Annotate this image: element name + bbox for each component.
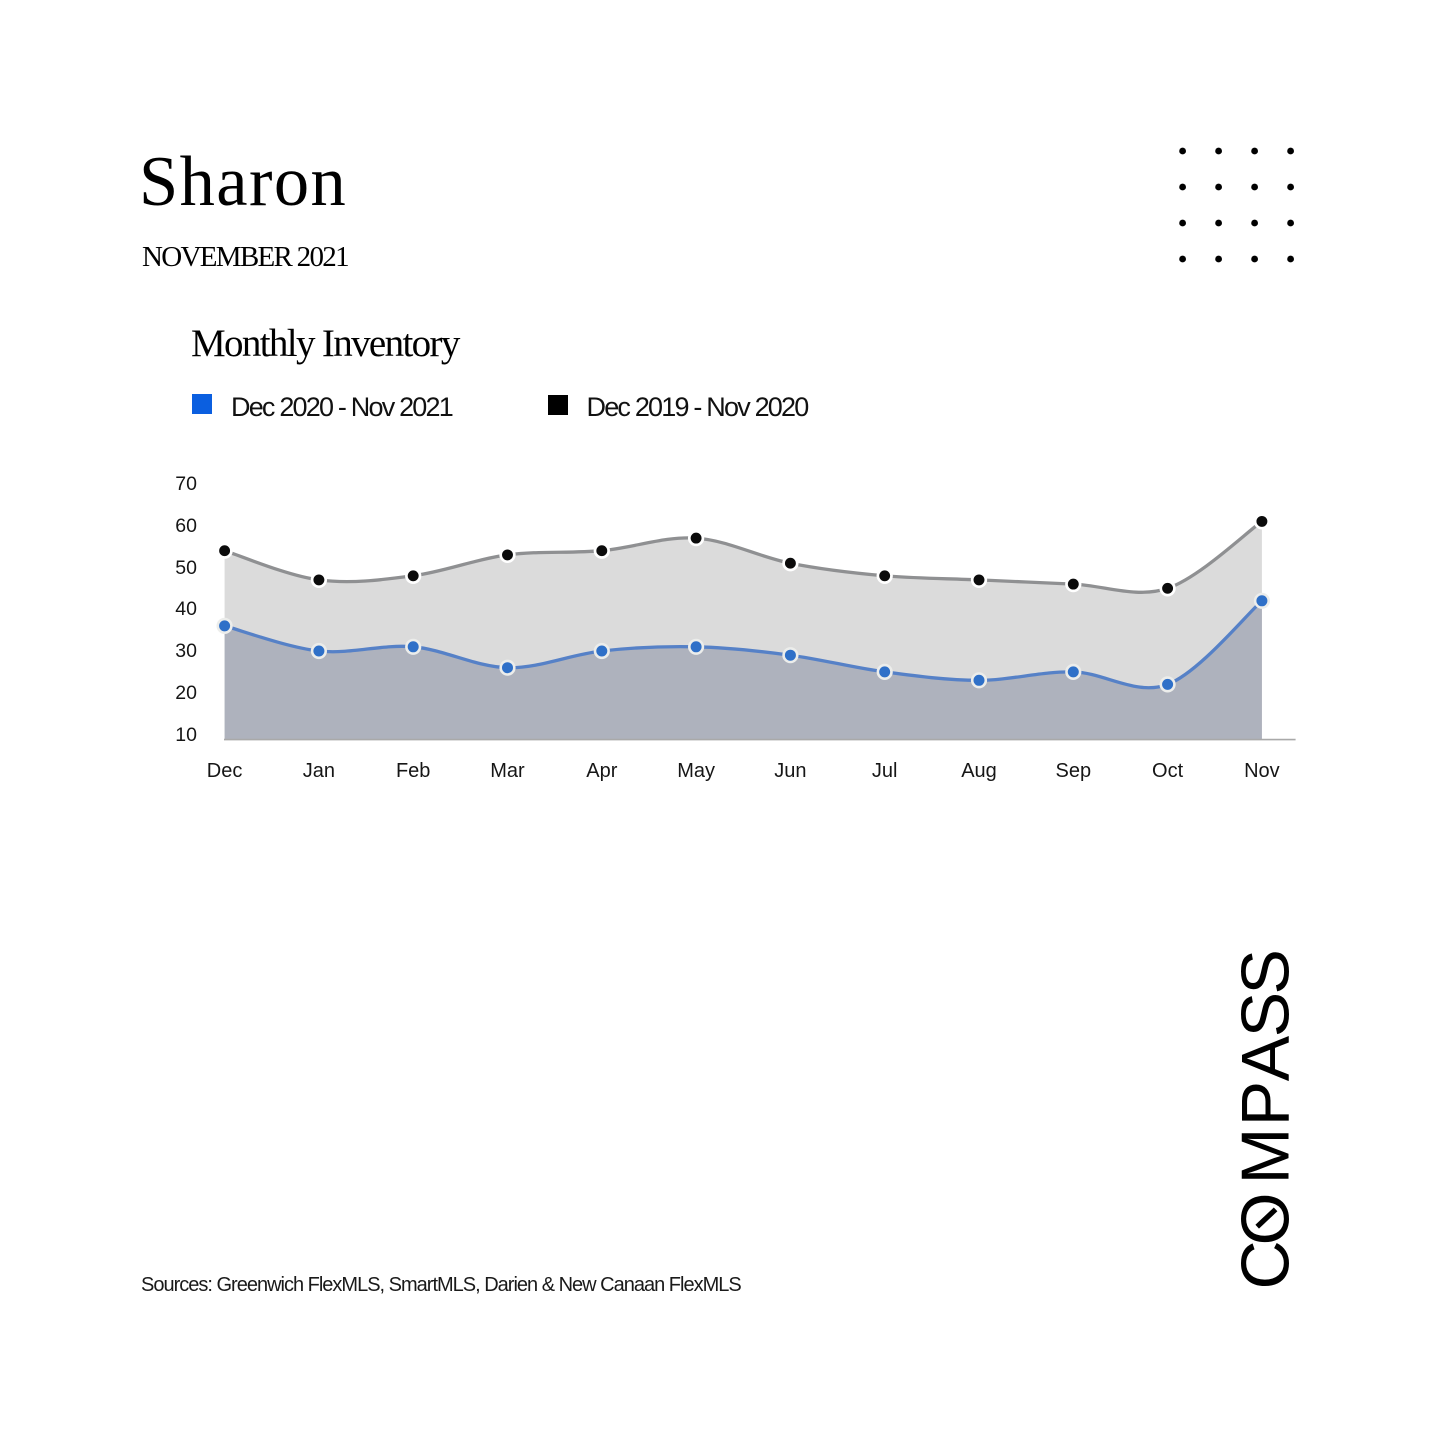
svg-text:A: A [1228, 1035, 1304, 1081]
svg-text:C: C [1228, 1240, 1304, 1289]
svg-text:P: P [1228, 1081, 1304, 1126]
svg-text:M: M [1228, 1128, 1304, 1185]
svg-text:S: S [1228, 949, 1304, 994]
svg-text:S: S [1228, 992, 1304, 1037]
